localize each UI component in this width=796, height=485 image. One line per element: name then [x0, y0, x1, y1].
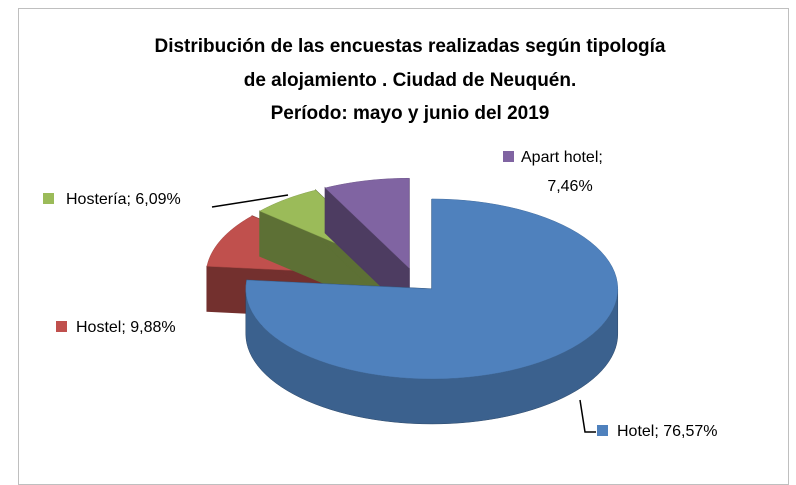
chart-title: de alojamiento . Ciudad de Neuquén.: [244, 70, 577, 91]
label-swatch: [597, 425, 608, 436]
label-swatch: [56, 321, 67, 332]
label-swatch: [503, 151, 514, 162]
pie: [206, 177, 619, 425]
chart-title: Distribución de las encuestas realizadas…: [154, 36, 665, 57]
label-swatch: [43, 193, 54, 204]
leader-line: [211, 194, 289, 208]
data-label: Apart hotel;: [521, 149, 603, 166]
slice: [245, 198, 619, 380]
chart-title: Período: mayo y junio del 2019: [271, 103, 550, 124]
leader-line: [579, 399, 596, 433]
data-label: 7,46%: [547, 178, 592, 195]
data-label: Hotel; 76,57%: [617, 423, 718, 440]
data-label: Hostería; 6,09%: [66, 191, 181, 208]
slice: [324, 177, 410, 269]
data-label: Hostel; 9,88%: [76, 319, 176, 336]
labels: Hotel; 76,57% Hostel; 9,88% Hostería; 6,09…: [43, 149, 718, 440]
